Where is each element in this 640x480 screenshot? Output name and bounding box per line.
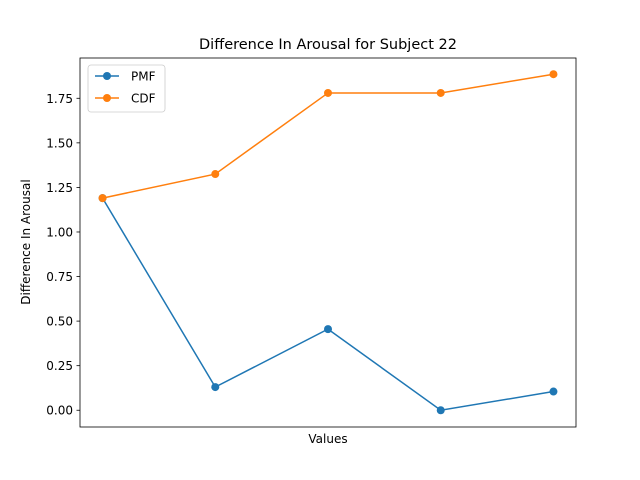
x-axis-label: Values <box>308 432 347 446</box>
y-axis-label: Difference In Arousal <box>19 179 33 304</box>
cdf-point <box>211 170 220 179</box>
pmf-point <box>211 383 220 392</box>
chart-title: Difference In Arousal for Subject 22 <box>199 37 457 53</box>
series-layer <box>98 70 558 415</box>
legend-label-pmf: PMF <box>131 70 156 84</box>
y-tick-label: 1.50 <box>46 136 73 150</box>
y-tick-label: 0.50 <box>46 315 73 329</box>
y-tick-label: 0.25 <box>46 359 73 373</box>
y-tick-label: 1.75 <box>46 92 73 106</box>
y-tick-label: 1.25 <box>46 181 73 195</box>
y-tick-label: 1.00 <box>46 225 73 239</box>
y-tick-label: 0.00 <box>46 404 73 418</box>
cdf-point <box>324 88 332 97</box>
pmf-point <box>549 387 558 396</box>
pmf-point <box>324 325 332 334</box>
legend-label-cdf: CDF <box>131 92 156 106</box>
cdf-point <box>549 70 558 79</box>
y-axis: 0.00 0.25 0.50 0.75 1.00 1.25 1.50 1.75 <box>46 92 80 418</box>
cdf-point <box>98 194 107 203</box>
pmf-point <box>436 406 445 415</box>
y-tick-label: 0.75 <box>46 270 73 284</box>
legend-marker-cdf <box>103 94 111 102</box>
legend-marker-pmf <box>103 72 111 80</box>
plot-frame <box>79 57 577 428</box>
cdf-point <box>436 88 445 97</box>
legend: PMF CDF <box>87 64 166 113</box>
